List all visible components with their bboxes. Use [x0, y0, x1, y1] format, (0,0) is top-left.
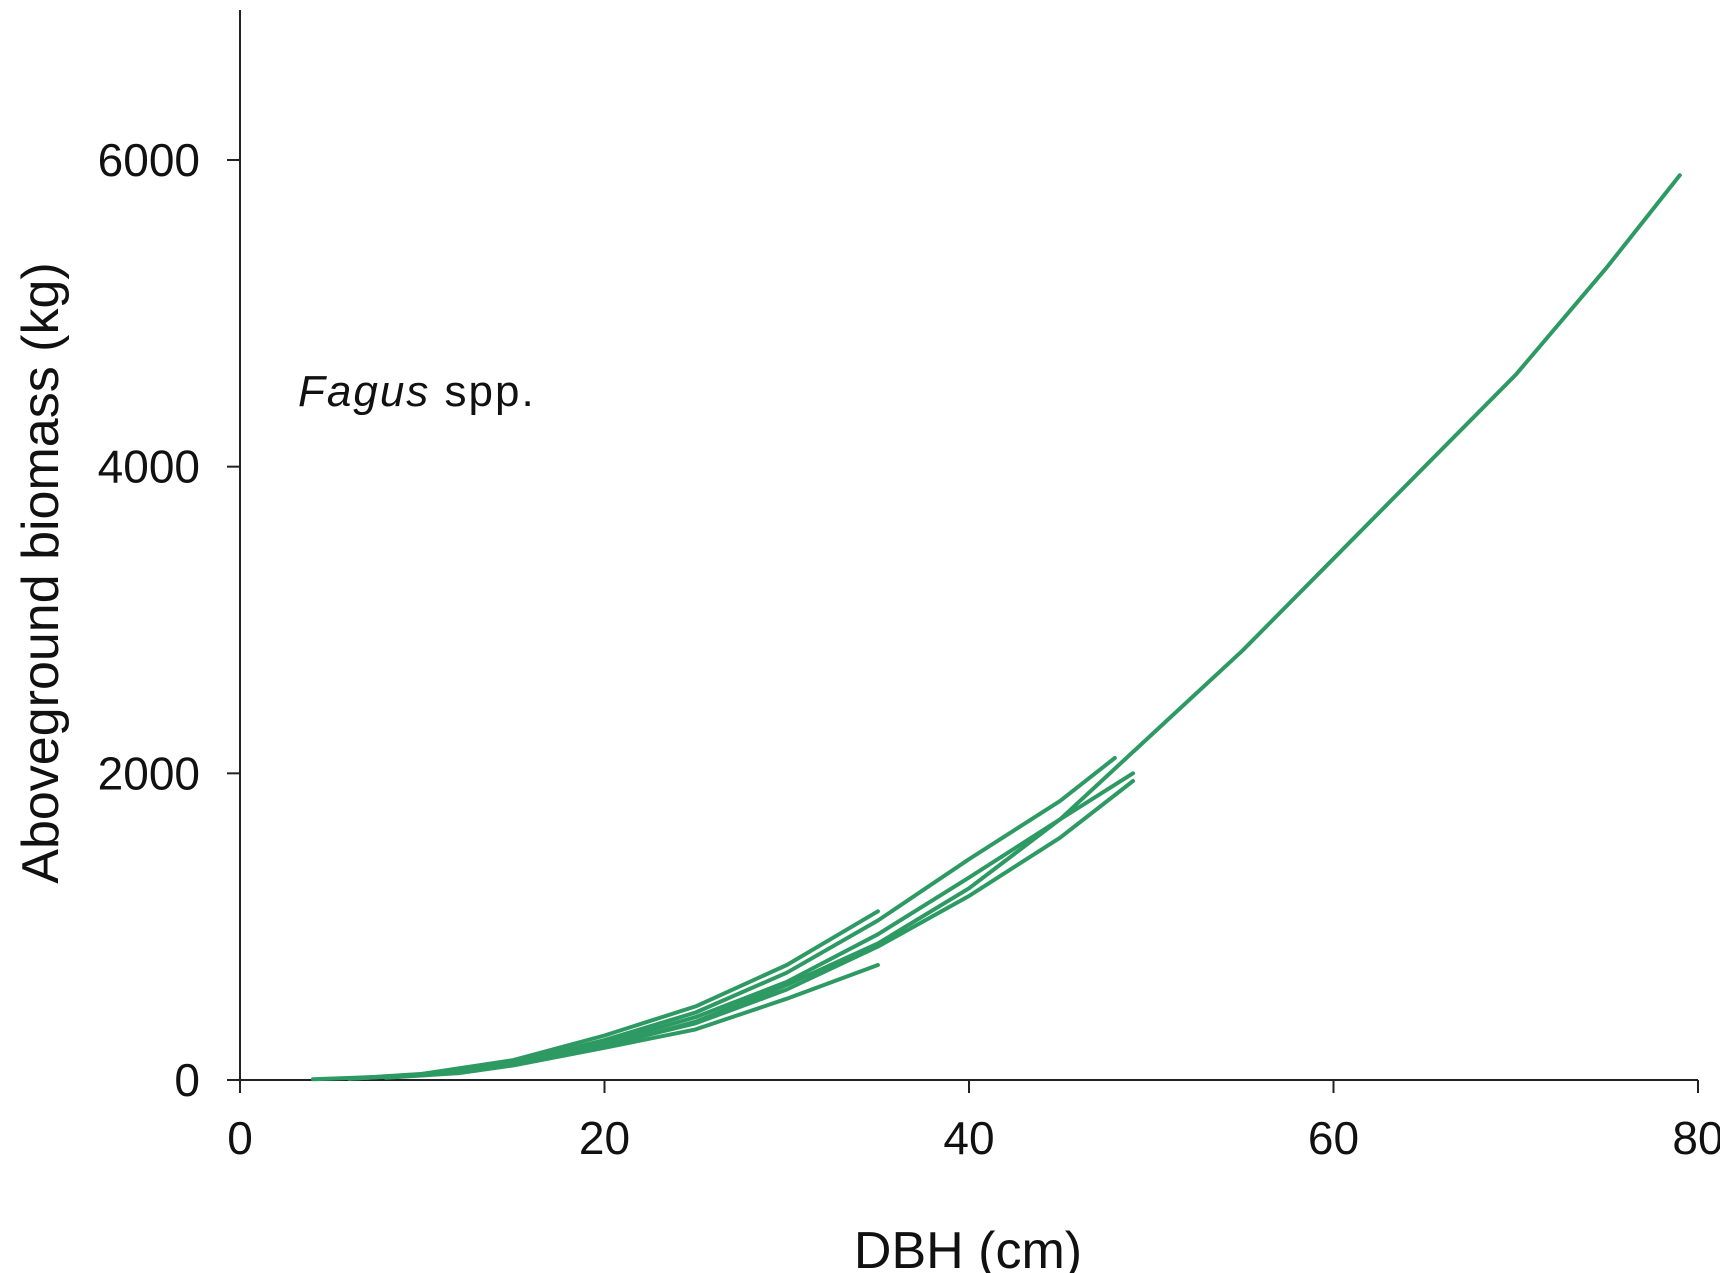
y-ticks: 0 2000 4000 6000: [98, 134, 240, 1106]
y-tick-label: 6000: [98, 134, 200, 186]
x-tick-label: 0: [227, 1112, 253, 1164]
series-line-4: [347, 779, 1135, 1081]
y-tick-label: 4000: [98, 441, 200, 493]
series-line-2: [347, 756, 1117, 1081]
annotation-italic: Fagus: [298, 367, 430, 416]
y-axis-title: Aboveground biomass (kg): [12, 262, 70, 883]
annotation-rest: spp.: [430, 367, 535, 416]
series-line-6: [420, 909, 880, 1076]
plot-area: 0 20 40 60 80 0 2000 4000 6000: [98, 10, 1720, 1164]
x-tick-label: 40: [943, 1112, 994, 1164]
x-tick-label: 60: [1308, 1112, 1359, 1164]
series-group: [310, 173, 1682, 1082]
x-axis-title: DBH (cm): [854, 1222, 1082, 1273]
series-line-3: [347, 771, 1135, 1081]
x-tick-label: 20: [579, 1112, 630, 1164]
y-tick-label: 2000: [98, 747, 200, 799]
x-ticks: 0 20 40 60 80: [227, 1080, 1720, 1164]
x-tick-label: 80: [1672, 1112, 1720, 1164]
y-tick-label: 0: [174, 1054, 200, 1106]
annotation-text: Fagus spp.: [298, 367, 536, 416]
series-line-1: [310, 173, 1682, 1082]
series-line-5: [383, 963, 880, 1080]
